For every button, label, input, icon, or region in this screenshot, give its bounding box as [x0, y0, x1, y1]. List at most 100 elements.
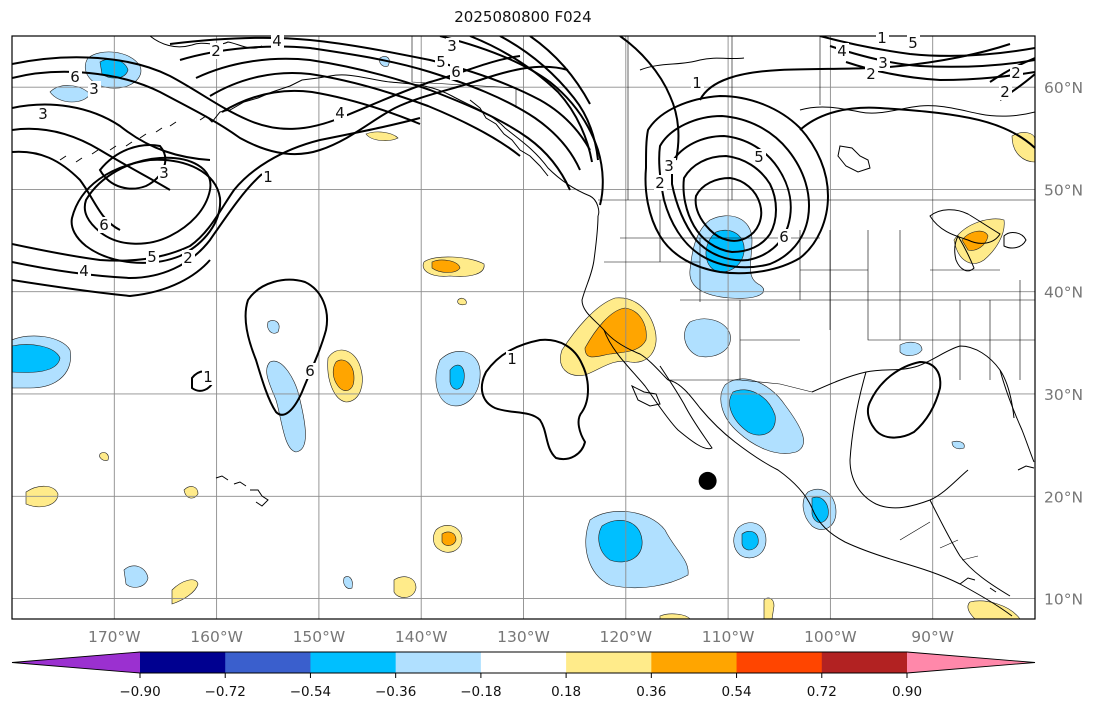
colorbar-tick-label: 0.36: [636, 684, 666, 700]
shade-neg-17: [951, 440, 965, 450]
shade-pos-12: [393, 576, 417, 598]
lat-tick-label: 60°N: [1044, 79, 1083, 97]
contour-label: 1: [263, 168, 273, 186]
contour-label: 4: [837, 42, 847, 60]
coastlines: [59, 36, 1035, 617]
contour-label-bg: [88, 81, 101, 97]
latitude-labels: 60°N 50°N 40°N 30°N 20°N 10°N: [1044, 79, 1083, 608]
shade-pos-10: [99, 452, 109, 461]
colorbar-tick-label: 0.18: [551, 684, 581, 700]
colorbar-segment: [736, 652, 823, 673]
contour-label-bg: [435, 54, 448, 70]
shade-neg-5: [267, 320, 280, 334]
anomaly-shading: [12, 51, 1035, 619]
colorbar-tick-label: −0.54: [290, 684, 331, 700]
colorbar-segment: [566, 652, 652, 673]
contour-label-bg: [182, 250, 195, 266]
contour-label-bg: [753, 149, 766, 165]
colorbar-tick-label: 0.90: [892, 684, 922, 700]
longitude-labels: 170°W 160°W 150°W 140°W 130°W 120°W 110°W 100°W…: [88, 628, 954, 646]
location-marker: [698, 471, 717, 490]
contour-label: 6: [70, 68, 80, 86]
shade-neg-15: [899, 341, 923, 356]
contour-label-bg: [37, 106, 50, 122]
contour-label: 6: [451, 63, 461, 81]
shade-pos-6-core: [961, 230, 989, 251]
colorbar-segment: [395, 652, 482, 673]
contour-label: 2: [1011, 64, 1021, 82]
contour-label-bg: [202, 369, 215, 385]
map-frame: [11, 35, 1036, 620]
lat-tick-label: 10°N: [1044, 591, 1083, 609]
colorbar-tick-label: −0.90: [119, 684, 160, 700]
contour-label-bg: [262, 169, 275, 185]
contour-label-bg: [446, 38, 459, 54]
contour-label-bg: [304, 363, 317, 379]
colorbar-tick-label: −0.72: [205, 684, 246, 700]
contour-label-bg: [865, 66, 878, 82]
contour-label-bg: [78, 263, 91, 279]
contour-label: 3: [38, 105, 48, 123]
lat-tick-label: 20°N: [1044, 488, 1083, 506]
lat-tick-label: 40°N: [1044, 284, 1083, 302]
contour-label: 4: [79, 262, 89, 280]
lon-tick-label: 110°W: [702, 628, 755, 646]
contour-label-bg: [450, 64, 463, 80]
lon-tick-label: 130°W: [497, 628, 550, 646]
contour-label-bg: [271, 33, 284, 49]
lon-tick-label: 170°W: [88, 628, 141, 646]
contour-label-bg: [907, 35, 920, 51]
colorbar-segment: [480, 652, 567, 673]
lat-tick-label: 50°N: [1044, 181, 1083, 199]
contour-label-bg: [876, 30, 889, 46]
colorbar-segment: [310, 652, 397, 673]
lat-tick-label: 30°N: [1044, 386, 1083, 404]
lon-tick-label: 160°W: [190, 628, 243, 646]
contour-label: 6: [99, 216, 109, 234]
contour-label: 4: [272, 32, 282, 50]
contour-label: 2: [655, 174, 665, 192]
contour-label-bg: [663, 158, 676, 174]
shade-neg-12-core: [598, 520, 643, 563]
shade-pos-7: [1011, 132, 1035, 163]
lon-tick-label: 150°W: [293, 628, 346, 646]
contour-label-bg: [877, 55, 890, 71]
lon-tick-label: 120°W: [599, 628, 652, 646]
contour-label-bg: [158, 165, 171, 181]
shade-neg-6-core: [449, 364, 465, 390]
contour-label: 3: [89, 80, 99, 98]
colorbar-segment: [651, 652, 738, 673]
shade-pos-13: [171, 579, 199, 605]
shade-pos-4-core: [584, 307, 647, 358]
colorbar-segment: [225, 652, 311, 673]
colorbar-tick-label: −0.36: [375, 684, 416, 700]
contour-label-bg: [999, 84, 1012, 100]
shade-neg-10-core: [729, 389, 776, 436]
shade-neg-14: [123, 565, 149, 588]
colorbar-segment: [140, 652, 226, 673]
contour-label: 5: [147, 248, 157, 266]
contour-label-bg: [654, 175, 667, 191]
contour-label-bg: [210, 43, 223, 59]
contour-label-bg: [334, 105, 347, 121]
shade-pos-11-core: [441, 531, 457, 546]
contour-label-bg: [836, 43, 849, 59]
contour-label: 1: [692, 74, 702, 92]
contour-label: 6: [305, 362, 315, 380]
shade-pos-3: [457, 298, 467, 306]
shade-pos-15: [967, 600, 1021, 619]
shade-neg-9: [684, 318, 731, 358]
contour-label: 5: [436, 53, 446, 71]
contour-lines: [12, 36, 1035, 460]
contour-label-bg: [691, 75, 704, 91]
shade-pos-2-core: [431, 259, 461, 273]
lon-tick-label: 140°W: [395, 628, 448, 646]
contour-label: 2: [211, 42, 221, 60]
contour-label: 3: [159, 164, 169, 182]
chart-title: 2025080800 F024: [454, 8, 592, 26]
contour-label-bg: [98, 217, 111, 233]
lon-tick-label: 100°W: [804, 628, 857, 646]
contour-label: 3: [447, 37, 457, 55]
